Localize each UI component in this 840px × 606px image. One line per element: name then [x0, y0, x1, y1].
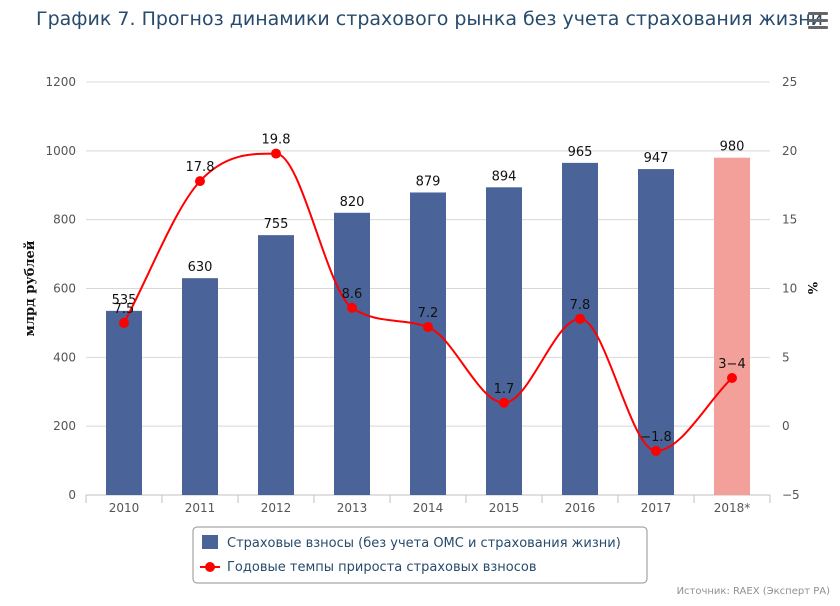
- y-right-axis-title: %: [804, 282, 819, 295]
- legend-line-marker: [205, 562, 215, 572]
- bar-value-label: 535: [112, 293, 137, 308]
- source-credit: Источник: RAEX (Эксперт РА): [676, 586, 830, 597]
- bar-value-label: 820: [340, 195, 365, 210]
- bar-value-label: 980: [720, 140, 745, 155]
- bar: [486, 187, 522, 495]
- y-left-tick-label: 1200: [45, 75, 76, 89]
- legend-bar-swatch: [202, 535, 218, 549]
- x-tick-label: 2017: [641, 501, 672, 515]
- bar-value-label: 630: [188, 260, 213, 275]
- x-tick-label: 2016: [565, 501, 596, 515]
- growth-point: [271, 148, 281, 159]
- bar-value-label: 879: [416, 174, 441, 189]
- growth-point: [423, 322, 433, 333]
- bar-value-label: 755: [264, 217, 289, 232]
- y-right-tick-label: 0: [782, 419, 790, 433]
- bar-value-label: 965: [568, 145, 593, 160]
- y-left-tick-label: 400: [53, 350, 76, 364]
- x-tick-label: 2018*: [714, 501, 751, 515]
- bar: [182, 278, 218, 495]
- chart-title: График 7. Прогноз динамики страхового ры…: [36, 8, 823, 30]
- bar-value-label: 894: [492, 169, 517, 184]
- growth-point: [651, 445, 661, 456]
- hamburger-menu-icon[interactable]: [808, 12, 828, 30]
- bar: [258, 235, 294, 495]
- legend-line-label: Годовые темпы прироста страховых взносов: [227, 560, 537, 575]
- y-left-tick-label: 200: [53, 419, 76, 433]
- y-right-tick-label: −5: [782, 488, 800, 502]
- legend-bar-label: Страховые взносы (без учета ОМС и страхо…: [227, 536, 621, 551]
- x-tick-label: 2010: [109, 501, 140, 515]
- x-tick-label: 2014: [413, 501, 444, 515]
- y-left-tick-label: 0: [68, 488, 76, 502]
- x-tick-label: 2012: [261, 501, 292, 515]
- growth-point: [195, 176, 205, 187]
- growth-point: [575, 313, 585, 324]
- y-left-tick-label: 1000: [45, 144, 76, 158]
- growth-point: [727, 372, 737, 383]
- bar: [106, 310, 142, 495]
- y-right-tick-label: 10: [782, 282, 797, 296]
- x-tick-label: 2011: [185, 501, 216, 515]
- y-right-tick-label: 20: [782, 144, 797, 158]
- x-tick-label: 2013: [337, 501, 368, 515]
- growth-value-label: 1.7: [494, 382, 515, 397]
- y-right-tick-label: 5: [782, 350, 790, 364]
- growth-value-label: −1.8: [640, 430, 672, 445]
- growth-value-label: 19.8: [262, 133, 291, 148]
- growth-point: [499, 397, 509, 408]
- bar: [410, 192, 446, 496]
- growth-value-label: 8.6: [342, 287, 363, 302]
- growth-value-label: 7.5: [114, 302, 135, 317]
- y-right-tick-label: 25: [782, 75, 797, 89]
- growth-point: [347, 302, 357, 313]
- x-tick-label: 2015: [489, 501, 520, 515]
- growth-value-label: 17.8: [186, 160, 215, 175]
- legend-box: [192, 526, 648, 584]
- growth-value-label: 3−4: [718, 357, 745, 372]
- y-right-tick-label: 15: [782, 213, 797, 227]
- growth-value-label: 7.2: [418, 306, 439, 321]
- y-left-axis-title: млрд рублей: [23, 240, 38, 336]
- bar: [334, 212, 370, 496]
- bar: [714, 157, 750, 495]
- y-left-tick-label: 800: [53, 213, 76, 227]
- y-left-tick-label: 600: [53, 282, 76, 296]
- bar-value-label: 947: [644, 151, 669, 166]
- growth-point: [119, 317, 129, 328]
- growth-value-label: 7.8: [570, 298, 591, 313]
